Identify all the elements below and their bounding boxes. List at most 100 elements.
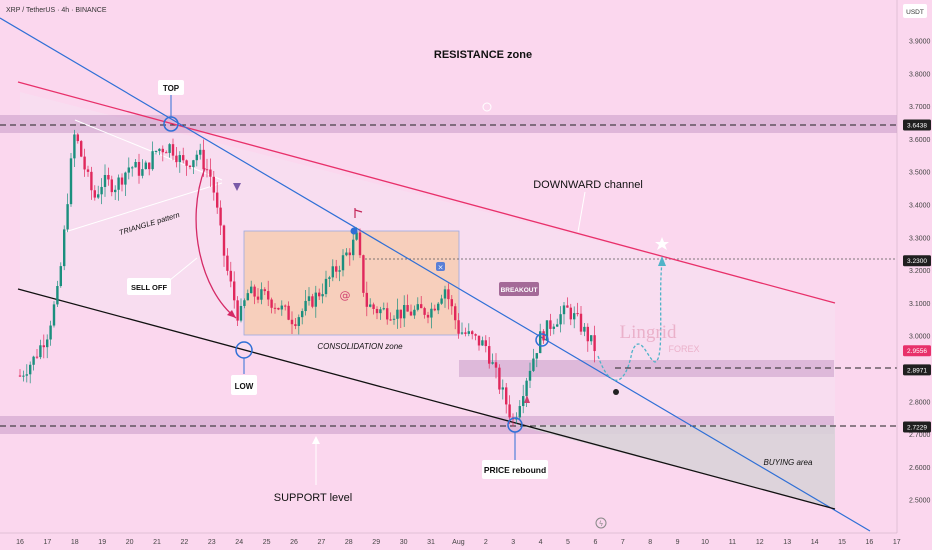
sell-off-arrowhead (227, 310, 236, 318)
candle-body (25, 374, 28, 376)
candle-body (233, 281, 236, 301)
candle-body (484, 340, 487, 347)
candle-body (522, 396, 525, 407)
candle-body (345, 252, 348, 256)
time-tick: 16 (866, 539, 874, 546)
watermark-lingrid: Lingrid (620, 322, 677, 343)
candle-body (175, 155, 178, 163)
annotation-support-level: SUPPORT level (274, 492, 352, 504)
top-label-box (158, 80, 184, 95)
candle-body (205, 169, 209, 171)
candle-body (562, 305, 566, 315)
candle-body (161, 148, 164, 153)
candle-body (382, 308, 385, 310)
time-tick: 28 (345, 539, 353, 546)
support-line (17, 288, 836, 510)
candle-body (348, 252, 351, 256)
candle-body (549, 320, 552, 329)
time-tick: 27 (318, 539, 326, 546)
candle-body (199, 149, 202, 155)
time-tick: 4 (539, 539, 543, 546)
candle-body (90, 171, 93, 191)
candle-body (399, 309, 402, 319)
candle-body (406, 305, 409, 312)
candle-body (576, 313, 579, 315)
annotation-sell-off: SELL OFF (131, 283, 168, 292)
candle-body (222, 225, 226, 256)
candle-body (460, 332, 464, 334)
candle-body (559, 314, 562, 325)
candle-body (158, 148, 161, 151)
time-tick: 15 (838, 539, 846, 546)
candle-body (148, 162, 151, 170)
time-axis-panel (0, 533, 932, 550)
down-arrow-icon (233, 183, 241, 191)
candle-body (593, 335, 596, 352)
currency-badge[interactable] (903, 4, 927, 18)
time-tick: 25 (263, 539, 271, 546)
price-tick: 3.4000 (909, 202, 931, 209)
candle-body (508, 404, 511, 418)
candle-body (372, 304, 375, 309)
consolidation-box (243, 230, 460, 336)
candle-body (545, 320, 549, 341)
candle-body (335, 266, 338, 272)
annotation-downward-channel: DOWNWARD channel (533, 179, 643, 191)
channel-label-pointer (577, 191, 586, 233)
candle-body (505, 387, 508, 405)
time-tick: 19 (98, 539, 106, 546)
candle-body (287, 305, 290, 320)
candle-body (413, 309, 416, 316)
candle-body (328, 277, 331, 279)
price-tick: 3.3000 (909, 235, 931, 242)
candle-body (29, 364, 32, 375)
candle-body (518, 406, 521, 418)
candle-body (32, 356, 35, 365)
candle-body (202, 149, 205, 170)
candle-body (297, 317, 300, 326)
candle-body (488, 346, 491, 364)
candle-body (321, 294, 324, 297)
time-tick: 11 (729, 539, 736, 546)
triangle-upper-line (74, 119, 223, 181)
candle-body (532, 358, 535, 371)
candle-body (280, 305, 283, 310)
annotation-price-rebound: PRICE rebound (484, 465, 546, 475)
candle-body (63, 229, 66, 267)
breakout-marker[interactable] (535, 333, 549, 347)
candle-body (110, 179, 113, 193)
time-tick: 5 (566, 539, 570, 546)
time-tick: 7 (621, 539, 625, 546)
candle-body (539, 331, 542, 354)
eye-icon (613, 389, 619, 395)
candle-body (144, 162, 147, 170)
candle-body (569, 307, 572, 320)
candle-body (127, 167, 130, 173)
up-arrow-icon (524, 395, 530, 403)
price-label-box (903, 119, 931, 131)
candle-body (491, 362, 494, 364)
candle-body (114, 189, 117, 193)
time-tick: 17 (893, 539, 901, 546)
time-tick: 31 (427, 539, 435, 546)
candle-body (409, 311, 413, 316)
candle-body (80, 141, 83, 157)
time-tick: 9 (676, 539, 680, 546)
candle-body (277, 307, 280, 310)
candle-body (528, 370, 532, 381)
annotation-breakout: BREAKOUT (501, 287, 538, 294)
candle-body (256, 296, 260, 300)
candle-body (433, 308, 436, 311)
candle-body (430, 308, 433, 318)
candle-body (46, 339, 49, 348)
price-axis-ticks: 3.9000 3.8000 3.7000 3.6000 3.5000 3.4000 3.30… (909, 38, 931, 504)
sell-off-arrow (195, 167, 237, 319)
time-tick: 2 (484, 539, 488, 546)
price-tick: 3.2000 (909, 268, 931, 275)
price-tick: 2.7000 (909, 432, 931, 439)
candle-body (56, 286, 59, 305)
lightning-glyph: ϟ (599, 520, 604, 528)
consolidation-top-dot[interactable] (350, 227, 358, 235)
price-axis-labels: 3.6438 3.2300 2.9556 2.8971 2.7229 (903, 119, 931, 433)
